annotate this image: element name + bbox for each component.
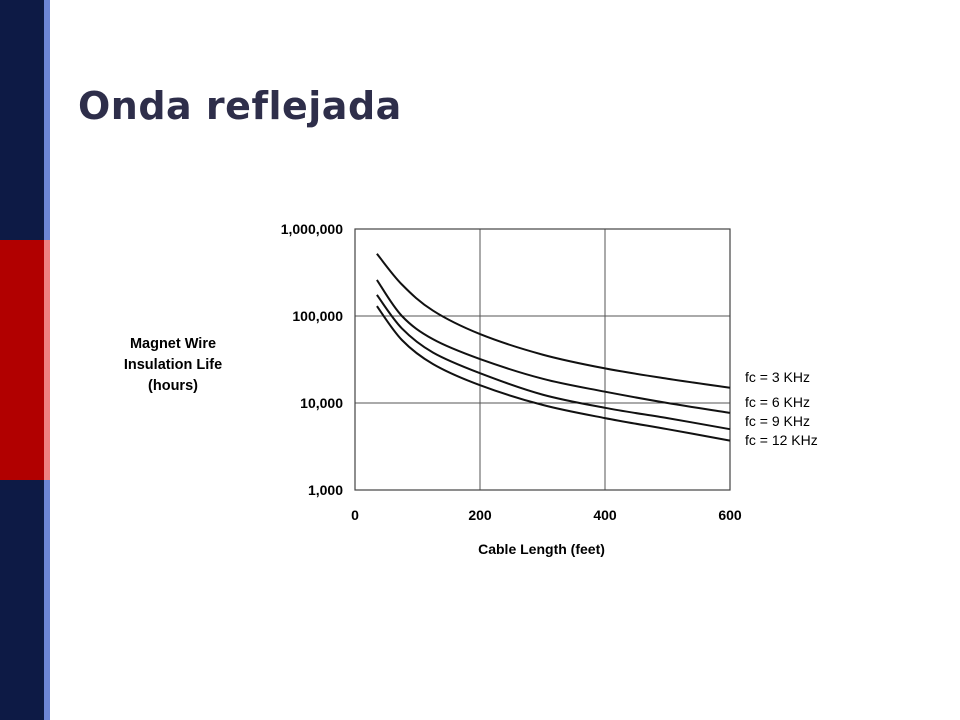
y-tick-label: 100,000: [292, 308, 343, 324]
series-label: fc = 6 KHz: [745, 394, 810, 410]
stripe-top: [44, 0, 50, 240]
series-label: fc = 9 KHz: [745, 413, 810, 429]
series-line: [376, 294, 731, 431]
plot-frame: [354, 228, 731, 491]
sidebar-bottom-block: [0, 480, 44, 720]
y-axis-label-line: Insulation Life: [124, 357, 222, 373]
slide-title: Onda reflejada: [78, 84, 402, 128]
sidebar-decoration: [0, 0, 44, 720]
stripe-bottom: [44, 480, 50, 720]
x-axis-label: Cable Length (feet): [478, 541, 605, 557]
stripe-middle: [44, 240, 50, 480]
series-line: [376, 253, 731, 389]
sidebar-middle-block: [0, 240, 44, 480]
sidebar-top-block: [0, 0, 44, 240]
y-axis-label-line: Magnet Wire: [130, 336, 216, 352]
series-line: [376, 305, 731, 442]
series-label: fc = 3 KHz: [745, 369, 810, 385]
y-tick-label: 10,000: [300, 395, 343, 411]
x-tick-label: 200: [468, 507, 492, 523]
x-tick-label: 400: [593, 507, 617, 523]
y-tick-label: 1,000,000: [281, 221, 343, 237]
series-label: fc = 12 KHz: [745, 432, 818, 448]
sidebar-stripe: [44, 0, 50, 720]
x-tick-label: 0: [351, 507, 359, 523]
x-tick-label: 600: [718, 507, 742, 523]
y-tick-label: 1,000: [308, 482, 343, 498]
series-line: [376, 279, 731, 414]
y-axis-label-line: (hours): [148, 378, 198, 394]
